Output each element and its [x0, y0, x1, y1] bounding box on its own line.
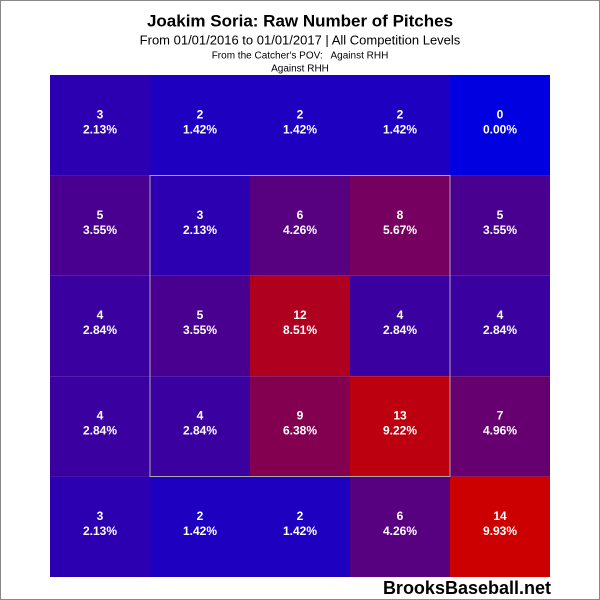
cell-percent: 4.96%: [483, 424, 517, 438]
cell-percent: 8.51%: [283, 323, 317, 337]
cell-count: 5: [497, 208, 504, 222]
cell-percent: 2.84%: [183, 424, 217, 438]
cell: [150, 275, 250, 377]
cell-percent: 3.55%: [483, 223, 517, 237]
cell: [350, 275, 450, 377]
cell-count: 2: [197, 107, 204, 121]
cell-count: 2: [297, 107, 304, 121]
cell: [250, 275, 350, 377]
cell-percent: 3.55%: [183, 323, 217, 337]
cell-count: 7: [497, 409, 504, 423]
strike-zone: [149, 175, 451, 477]
note: From the Catcher's POV: Against RHH: [212, 51, 389, 62]
cell-count: 4: [497, 308, 504, 322]
cell-percent: 2.13%: [83, 524, 117, 538]
cell: [50, 75, 150, 176]
cell: [350, 376, 450, 477]
cell: [250, 376, 350, 477]
cell-count: 4: [97, 308, 104, 322]
cell-count: 3: [97, 509, 104, 523]
cell-percent: 2.84%: [483, 323, 517, 337]
cell-count: 2: [197, 509, 204, 523]
cell: [350, 476, 450, 577]
heatmap: 32.13%21.42%21.42%21.42%00.00%53.55%32.1…: [50, 75, 550, 577]
cell-percent: 3.55%: [83, 223, 117, 237]
cell-count: 6: [397, 509, 404, 523]
note: Against RHH: [271, 64, 329, 75]
cell-percent: 2.13%: [83, 122, 117, 136]
cell-percent: 1.42%: [183, 524, 217, 538]
cell-percent: 2.84%: [83, 424, 117, 438]
cell: [150, 175, 250, 276]
cell-count: 4: [397, 308, 404, 322]
cell: [350, 175, 450, 276]
cell-count: 4: [97, 409, 104, 423]
cell: [350, 75, 450, 176]
cell-percent: 0.00%: [483, 122, 517, 136]
cell: [250, 175, 350, 276]
cell: [150, 476, 250, 577]
cell-count: 12: [293, 308, 307, 322]
cell-percent: 1.42%: [183, 122, 217, 136]
cell: [150, 75, 250, 176]
cell: [50, 275, 150, 377]
cell-percent: 9.93%: [483, 524, 517, 538]
cell: [450, 275, 550, 377]
watermark: BrooksBaseball.net: [383, 578, 551, 598]
cell: [450, 376, 550, 477]
cell-count: 5: [197, 308, 204, 322]
cell-count: 8: [397, 208, 404, 222]
cell-count: 9: [297, 409, 304, 423]
cell-percent: 1.42%: [383, 122, 417, 136]
cell: [450, 75, 550, 176]
cell: [150, 376, 250, 477]
cell-percent: 9.22%: [383, 424, 417, 438]
cell-percent: 2.84%: [383, 323, 417, 337]
chart-title: Joakim Soria: Raw Number of Pitches: [147, 11, 453, 30]
cell-count: 6: [297, 208, 304, 222]
cell-percent: 1.42%: [283, 524, 317, 538]
cell-count: 4: [197, 409, 204, 423]
cell: [450, 476, 550, 577]
cell-count: 3: [97, 107, 104, 121]
cell-count: 0: [497, 107, 504, 121]
cell-count: 5: [97, 208, 104, 222]
cell-percent: 4.26%: [383, 524, 417, 538]
cell-count: 14: [493, 509, 507, 523]
cell: [250, 75, 350, 176]
cell: [50, 175, 150, 276]
cell-percent: 2.13%: [183, 223, 217, 237]
cell: [50, 476, 150, 577]
cell-count: 2: [397, 107, 404, 121]
cell-count: 3: [197, 208, 204, 222]
chart-subtitle: From 01/01/2016 to 01/01/2017 | All Comp…: [140, 32, 461, 47]
cell-percent: 4.26%: [283, 223, 317, 237]
cell-count: 2: [297, 509, 304, 523]
cell-percent: 2.84%: [83, 323, 117, 337]
cell-count: 13: [393, 409, 407, 423]
cell: [450, 175, 550, 276]
cell-percent: 5.67%: [383, 223, 417, 237]
cell-percent: 6.38%: [283, 424, 317, 438]
cell: [250, 476, 350, 577]
cell: [50, 376, 150, 477]
cell-percent: 1.42%: [283, 122, 317, 136]
